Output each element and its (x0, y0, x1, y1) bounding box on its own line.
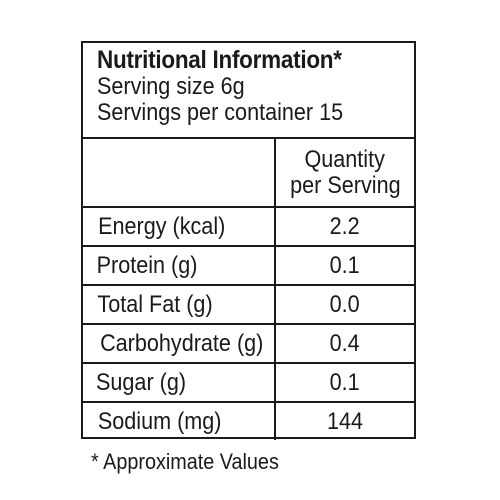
nutrition-header: Nutritional Information* Serving size 6g… (83, 43, 414, 139)
empty-header-cell (83, 139, 276, 206)
nutrient-value: 0.1 (276, 247, 414, 284)
quantity-header-line2: per Serving (289, 171, 401, 199)
nutrient-value-text: 0.1 (329, 251, 361, 279)
table-row: Sodium (mg) 144 (83, 403, 414, 440)
nutrient-label: Total Fat (g) (83, 286, 276, 323)
nutrient-value-text: 144 (326, 407, 364, 435)
nutrient-value-text: 0.1 (329, 368, 361, 396)
nutrient-label: Sodium (mg) (83, 403, 276, 440)
serving-size: Serving size 6g (97, 73, 245, 100)
table-row: Carbohydrate (g) 0.4 (83, 325, 414, 364)
nutrient-value-text: 0.4 (329, 329, 361, 357)
nutrient-label-text: Protein (g) (96, 251, 198, 279)
nutrient-label: Protein (g) (83, 247, 276, 284)
nutrient-value-text: 2.2 (329, 212, 361, 240)
nutrient-value: 2.2 (276, 208, 414, 245)
column-header-row: Quantity per Serving (83, 139, 414, 208)
nutrient-value: 0.0 (276, 286, 414, 323)
nutrient-label: Carbohydrate (g) (83, 325, 276, 362)
table-row: Sugar (g) 0.1 (83, 364, 414, 403)
footnote: * Approximate Values (91, 449, 279, 474)
nutrition-title: Nutritional Information* (97, 46, 342, 74)
nutrient-label-text: Sodium (mg) (97, 407, 222, 435)
nutrient-label-text: Total Fat (g) (97, 290, 213, 318)
nutrient-label-text: Sugar (g) (96, 368, 187, 396)
quantity-header-line1: Quantity (304, 145, 386, 173)
nutrient-value: 0.1 (276, 364, 414, 401)
table-row: Total Fat (g) 0.0 (83, 286, 414, 325)
nutrition-panel: Nutritional Information* Serving size 6g… (81, 41, 416, 440)
servings-per-container: Servings per container 15 (97, 99, 344, 126)
nutrient-value: 144 (276, 403, 414, 440)
nutrient-label-text: Energy (kcal) (98, 212, 226, 240)
table-row: Protein (g) 0.1 (83, 247, 414, 286)
nutrient-value-text: 0.0 (329, 290, 361, 318)
table-row: Energy (kcal) 2.2 (83, 208, 414, 247)
nutrient-value: 0.4 (276, 325, 414, 362)
quantity-header: Quantity per Serving (276, 139, 414, 206)
nutrient-label: Energy (kcal) (83, 208, 276, 245)
nutrient-label-text: Carbohydrate (g) (100, 329, 264, 357)
nutrient-label: Sugar (g) (83, 364, 276, 401)
